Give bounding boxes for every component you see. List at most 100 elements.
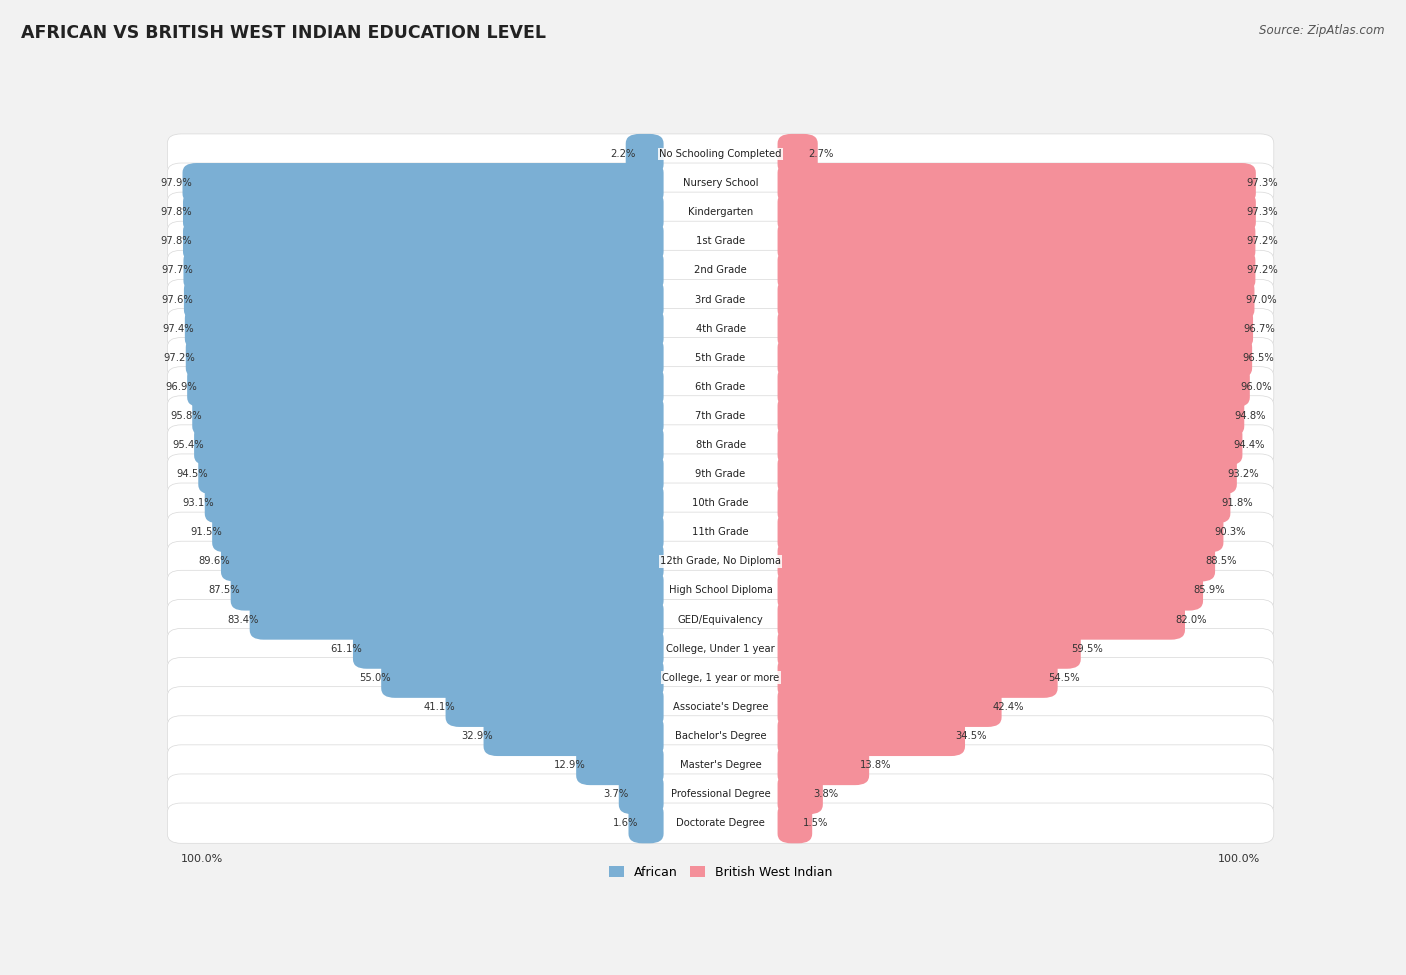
Text: 8th Grade: 8th Grade [696,440,745,450]
FancyBboxPatch shape [167,600,1274,640]
Text: 97.7%: 97.7% [162,265,193,275]
Text: AFRICAN VS BRITISH WEST INDIAN EDUCATION LEVEL: AFRICAN VS BRITISH WEST INDIAN EDUCATION… [21,24,546,42]
FancyBboxPatch shape [778,541,1215,581]
FancyBboxPatch shape [778,600,1185,640]
FancyBboxPatch shape [778,251,1256,291]
Text: Doctorate Degree: Doctorate Degree [676,818,765,828]
FancyBboxPatch shape [778,629,1081,669]
FancyBboxPatch shape [167,629,1274,669]
Text: 97.9%: 97.9% [160,178,193,188]
Text: Kindergarten: Kindergarten [688,208,754,217]
Text: 1.5%: 1.5% [803,818,828,828]
FancyBboxPatch shape [167,657,1274,698]
FancyBboxPatch shape [778,367,1250,407]
FancyBboxPatch shape [628,803,664,843]
Text: 1st Grade: 1st Grade [696,236,745,247]
Text: 11th Grade: 11th Grade [692,527,749,537]
FancyBboxPatch shape [778,716,965,756]
Text: 12th Grade, No Diploma: 12th Grade, No Diploma [659,557,782,566]
Text: 54.5%: 54.5% [1047,673,1080,682]
Text: 88.5%: 88.5% [1205,557,1237,566]
Text: 13.8%: 13.8% [859,760,891,770]
Text: 97.2%: 97.2% [1246,236,1278,247]
Text: 34.5%: 34.5% [956,731,987,741]
Text: Associate's Degree: Associate's Degree [673,702,768,712]
FancyBboxPatch shape [205,483,664,524]
Text: 100.0%: 100.0% [181,854,224,864]
FancyBboxPatch shape [250,600,664,640]
FancyBboxPatch shape [619,774,664,814]
FancyBboxPatch shape [778,570,1204,610]
Text: 32.9%: 32.9% [461,731,494,741]
FancyBboxPatch shape [167,541,1274,581]
FancyBboxPatch shape [778,134,818,175]
FancyBboxPatch shape [184,308,664,349]
FancyBboxPatch shape [212,512,664,553]
FancyBboxPatch shape [184,280,664,320]
Text: 89.6%: 89.6% [198,557,231,566]
FancyBboxPatch shape [187,367,664,407]
Text: 41.1%: 41.1% [423,702,456,712]
FancyBboxPatch shape [778,483,1230,524]
Text: 6th Grade: 6th Grade [696,382,745,392]
FancyBboxPatch shape [778,221,1256,261]
FancyBboxPatch shape [167,570,1274,610]
FancyBboxPatch shape [193,396,664,436]
Text: 87.5%: 87.5% [208,585,240,596]
FancyBboxPatch shape [778,657,1057,698]
Text: College, Under 1 year: College, Under 1 year [666,644,775,653]
Text: 94.5%: 94.5% [176,469,208,479]
Text: 12.9%: 12.9% [554,760,586,770]
Text: 42.4%: 42.4% [993,702,1024,712]
FancyBboxPatch shape [167,134,1274,175]
Text: 96.9%: 96.9% [165,382,197,392]
FancyBboxPatch shape [778,163,1256,204]
FancyBboxPatch shape [778,280,1254,320]
Text: 95.4%: 95.4% [172,440,204,450]
Text: 97.3%: 97.3% [1246,178,1278,188]
FancyBboxPatch shape [167,308,1274,349]
FancyBboxPatch shape [194,425,664,465]
Text: 90.3%: 90.3% [1213,527,1246,537]
Text: GED/Equivalency: GED/Equivalency [678,614,763,625]
Text: 9th Grade: 9th Grade [696,469,745,479]
Text: 7th Grade: 7th Grade [696,410,745,421]
Text: 93.1%: 93.1% [183,498,214,508]
Text: 82.0%: 82.0% [1175,614,1206,625]
FancyBboxPatch shape [167,251,1274,291]
FancyBboxPatch shape [626,134,664,175]
Text: 10th Grade: 10th Grade [692,498,749,508]
Text: 97.4%: 97.4% [163,324,194,333]
FancyBboxPatch shape [183,251,664,291]
FancyBboxPatch shape [778,396,1244,436]
Text: Master's Degree: Master's Degree [679,760,762,770]
Text: 94.8%: 94.8% [1234,410,1267,421]
FancyBboxPatch shape [167,192,1274,232]
FancyBboxPatch shape [183,163,664,204]
FancyBboxPatch shape [778,337,1253,378]
FancyBboxPatch shape [183,221,664,261]
FancyBboxPatch shape [167,803,1274,843]
FancyBboxPatch shape [167,454,1274,494]
Text: 1.6%: 1.6% [613,818,638,828]
FancyBboxPatch shape [198,454,664,494]
FancyBboxPatch shape [231,570,664,610]
FancyBboxPatch shape [183,192,664,232]
FancyBboxPatch shape [381,657,664,698]
Text: Professional Degree: Professional Degree [671,789,770,800]
FancyBboxPatch shape [778,745,869,785]
Text: 91.5%: 91.5% [190,527,222,537]
Text: High School Diploma: High School Diploma [669,585,772,596]
Text: 96.7%: 96.7% [1243,324,1275,333]
FancyBboxPatch shape [167,745,1274,785]
Text: 97.8%: 97.8% [160,208,193,217]
FancyBboxPatch shape [778,774,823,814]
Legend: African, British West Indian: African, British West Indian [603,861,838,884]
Text: 3rd Grade: 3rd Grade [696,294,745,304]
Text: 61.1%: 61.1% [330,644,363,653]
Text: 83.4%: 83.4% [228,614,259,625]
Text: 2.2%: 2.2% [610,149,636,159]
Text: 95.8%: 95.8% [170,410,201,421]
Text: 59.5%: 59.5% [1071,644,1104,653]
FancyBboxPatch shape [167,774,1274,814]
